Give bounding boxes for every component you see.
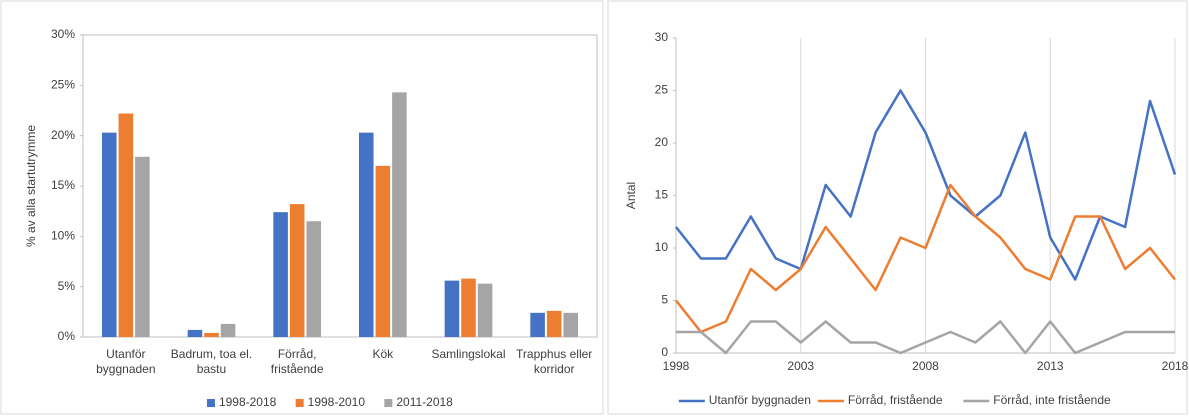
bar — [461, 278, 476, 337]
y-tick-label: 25 — [655, 83, 669, 97]
y-tick-label: 15% — [51, 178, 75, 192]
bar — [444, 280, 460, 337]
x-tick-label: Samlingslokal — [431, 347, 506, 361]
bar — [289, 204, 305, 337]
legend-label: Utanför byggnaden — [709, 393, 811, 407]
bar — [101, 132, 117, 337]
legend-swatch — [384, 399, 393, 407]
y-axis-label: Antal — [624, 182, 638, 209]
x-tick-label-box: Förråd, fristående — [270, 347, 324, 376]
y-tick-label: 20 — [655, 135, 669, 149]
bar — [204, 332, 219, 337]
legend-swatch — [295, 399, 304, 407]
x-tick-label-box: Kök — [372, 347, 394, 361]
legend-label: Förråd, fristående — [848, 393, 943, 407]
legend-label: Förråd, inte fristående — [993, 393, 1111, 407]
line — [676, 320, 1175, 355]
x-tick-label: 2003 — [787, 359, 814, 373]
y-tick-label: 5% — [58, 279, 76, 293]
bar — [187, 329, 203, 337]
y-tick-label: 10% — [51, 229, 75, 243]
legend-label: 2011-2018 — [396, 395, 453, 409]
legend-label: 1998-2018 — [219, 395, 277, 409]
bar — [392, 92, 407, 337]
x-tick-label-box: Badrum, toa el. bastu — [170, 347, 253, 376]
x-tick-label: 2013 — [1037, 359, 1064, 373]
plot-frame — [82, 34, 598, 338]
x-tick-label-box: Utanför byggnaden — [96, 347, 156, 376]
x-tick-label: 2008 — [912, 359, 939, 373]
bar — [477, 283, 493, 337]
bar — [546, 310, 562, 337]
x-tick-label-box: Samlingslokal — [431, 347, 506, 361]
y-tick-label: 25% — [51, 78, 75, 92]
x-tick-label: Utanför byggnaden — [96, 347, 156, 376]
x-tick-label: 2018 — [1162, 359, 1189, 373]
y-tick-label: 30% — [51, 27, 75, 41]
y-tick-label: 20% — [51, 128, 75, 142]
legend-swatch — [206, 399, 215, 407]
y-tick-label: 5 — [661, 293, 668, 307]
y-tick-label: 15 — [655, 188, 669, 202]
bar — [530, 312, 545, 337]
y-tick-label: 0% — [58, 329, 76, 343]
bar — [358, 132, 374, 337]
legend-label: 1998-2010 — [308, 395, 366, 409]
line — [675, 89, 1177, 281]
x-tick-label: Kök — [372, 347, 394, 361]
x-tick-label: Förråd, fristående — [270, 347, 324, 376]
x-tick-label: Badrum, toa el. bastu — [170, 347, 253, 376]
bar — [118, 113, 134, 338]
y-tick-label: 0 — [661, 345, 668, 359]
line — [675, 183, 1176, 334]
bar — [273, 212, 288, 337]
y-tick-label: 30 — [655, 30, 669, 44]
bar — [563, 312, 579, 337]
x-tick-label: 1998 — [663, 359, 690, 373]
bar — [306, 221, 322, 337]
bar — [220, 323, 236, 337]
panel-border — [607, 0, 1188, 415]
y-tick-label: 10 — [655, 240, 669, 254]
bar — [135, 156, 150, 337]
panel-border — [0, 0, 604, 415]
x-tick-label-box: Trapphus eller korridor — [516, 347, 593, 376]
bar — [375, 165, 391, 337]
y-axis-label: % av alla startutrymme — [24, 125, 38, 247]
x-tick-label: Trapphus eller korridor — [516, 347, 593, 376]
